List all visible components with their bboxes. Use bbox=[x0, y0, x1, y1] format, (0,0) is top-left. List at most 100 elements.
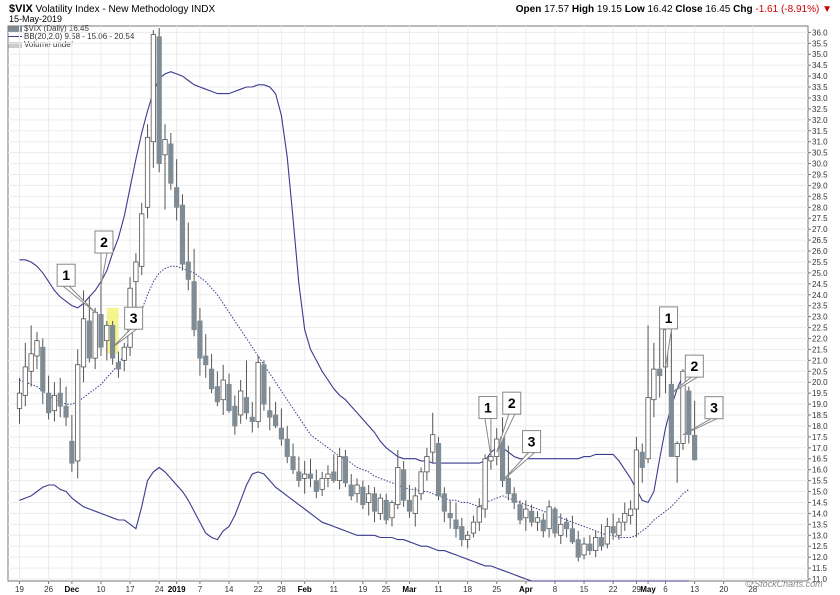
callout-pointer bbox=[502, 452, 535, 481]
candle bbox=[389, 500, 395, 527]
callout-label: 2 bbox=[508, 395, 516, 411]
x-tick-label: 11 bbox=[434, 585, 443, 594]
x-tick-label: Mar bbox=[402, 585, 416, 594]
candle-body bbox=[69, 440, 75, 464]
candle bbox=[639, 443, 645, 483]
candle-body bbox=[447, 513, 453, 519]
candle-body bbox=[226, 384, 232, 412]
x-tick-label: 8 bbox=[553, 585, 558, 594]
candle bbox=[348, 474, 354, 501]
legend-swatch-price bbox=[8, 25, 22, 32]
y-tick-label: 22.5 bbox=[812, 324, 828, 333]
candle bbox=[412, 487, 418, 527]
candle bbox=[569, 515, 576, 545]
candle-body bbox=[267, 410, 273, 418]
candle bbox=[220, 364, 226, 416]
candle bbox=[354, 478, 360, 503]
y-tick-label: 25.0 bbox=[812, 269, 828, 278]
candle bbox=[552, 506, 558, 538]
callout-box bbox=[56, 263, 76, 287]
candle-body bbox=[604, 526, 610, 545]
candle bbox=[435, 436, 442, 501]
candle-body bbox=[46, 392, 52, 414]
callout-pointer bbox=[682, 418, 718, 436]
candle bbox=[401, 460, 407, 507]
callout-box bbox=[659, 306, 679, 330]
candle-body bbox=[639, 451, 645, 468]
candle-body bbox=[441, 493, 447, 512]
y-tick-label: 22.0 bbox=[812, 334, 828, 343]
bollinger-bands bbox=[19, 71, 690, 582]
candle-body bbox=[319, 478, 325, 490]
y-tick-label: 29.0 bbox=[812, 181, 828, 190]
y-tick-label: 32.5 bbox=[812, 105, 828, 114]
candle bbox=[168, 132, 174, 190]
candle-body bbox=[401, 469, 407, 501]
callout-label: 1 bbox=[484, 400, 492, 416]
callout-box bbox=[502, 391, 522, 415]
x-tick-label: 18 bbox=[463, 585, 472, 594]
candle-body bbox=[249, 416, 255, 422]
close-label: Close bbox=[675, 4, 703, 15]
candle-body bbox=[622, 513, 628, 523]
candle bbox=[674, 441, 680, 483]
y-tick-label: 20.5 bbox=[812, 367, 828, 376]
y-tick-label: 21.0 bbox=[812, 356, 828, 365]
candle bbox=[587, 535, 593, 555]
candle-body bbox=[302, 473, 308, 479]
candle-body bbox=[331, 471, 337, 482]
candle-body bbox=[645, 397, 651, 460]
y-tick-label: 18.5 bbox=[812, 411, 828, 420]
candle-body bbox=[430, 434, 436, 453]
candle bbox=[651, 342, 657, 418]
x-tick-label: May bbox=[640, 585, 656, 594]
candle bbox=[523, 500, 529, 531]
legend-price-text: $VIX (Daily) 16.45 bbox=[24, 24, 89, 33]
candle bbox=[261, 360, 267, 411]
candle-body bbox=[680, 370, 686, 444]
y-tick-label: 33.5 bbox=[812, 83, 828, 92]
y-tick-label: 26.5 bbox=[812, 236, 828, 245]
candle bbox=[57, 377, 63, 418]
callout-1: 1 bbox=[659, 306, 679, 367]
candle bbox=[558, 513, 564, 545]
x-tick-label: 29 bbox=[632, 585, 641, 594]
x-tick-label: 7 bbox=[198, 585, 203, 594]
candle bbox=[313, 469, 319, 499]
candle bbox=[272, 401, 279, 429]
candle bbox=[366, 484, 372, 516]
candle bbox=[40, 338, 46, 405]
candle bbox=[75, 349, 81, 479]
candle-body bbox=[563, 521, 570, 530]
y-tick-label: 16.5 bbox=[812, 455, 828, 464]
candle-body bbox=[459, 526, 465, 541]
callout-box bbox=[478, 396, 498, 420]
x-tick-label: 11 bbox=[330, 585, 339, 594]
candle bbox=[622, 502, 628, 531]
candle-body bbox=[406, 499, 413, 512]
candle-body bbox=[34, 340, 40, 357]
candle bbox=[581, 537, 587, 560]
candle bbox=[238, 380, 244, 424]
candle-body bbox=[307, 473, 314, 479]
candle-body bbox=[255, 362, 261, 422]
x-tick-label: 20 bbox=[719, 585, 728, 594]
candle-body bbox=[610, 526, 616, 534]
bb-middle-band bbox=[19, 265, 690, 538]
candle-body bbox=[651, 368, 657, 401]
down-arrow-icon: ▼ bbox=[822, 4, 832, 15]
candle-body bbox=[360, 486, 366, 506]
callout-pointer bbox=[496, 413, 516, 453]
callout-pointer bbox=[112, 328, 137, 348]
candle bbox=[336, 447, 343, 490]
callout-label: 2 bbox=[690, 358, 698, 374]
candle-body bbox=[290, 456, 296, 471]
chg-label: Chg bbox=[733, 4, 753, 15]
candle bbox=[104, 320, 110, 361]
symbol: $VIX bbox=[9, 3, 33, 15]
candle bbox=[121, 342, 127, 372]
y-tick-label: 36.0 bbox=[812, 28, 828, 37]
callout-box bbox=[124, 306, 144, 330]
y-tick-label: 15.5 bbox=[812, 477, 828, 486]
